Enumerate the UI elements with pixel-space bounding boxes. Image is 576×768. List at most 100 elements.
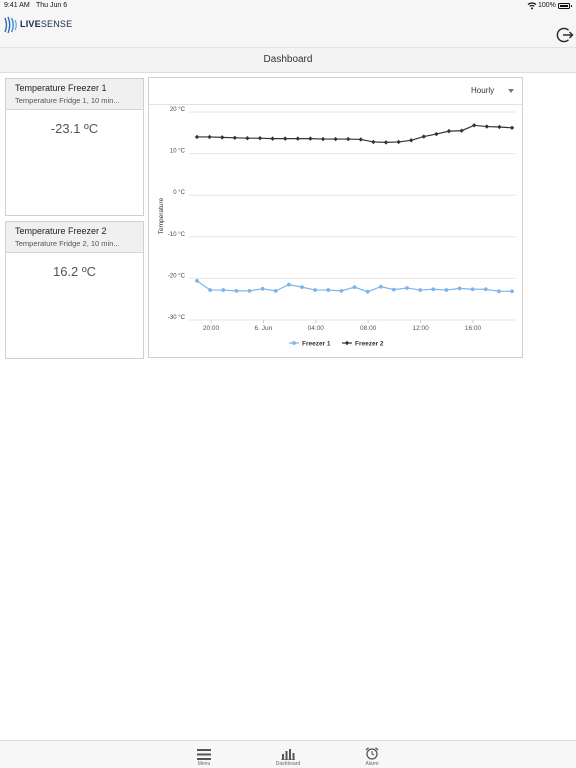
data-point (195, 278, 199, 283)
data-point (220, 135, 225, 140)
data-point (444, 288, 449, 292)
data-point (383, 140, 389, 145)
tab-alarm-label: Alarm (365, 761, 379, 767)
data-point (326, 288, 331, 292)
data-point (352, 285, 357, 290)
data-point (234, 288, 239, 293)
data-point (434, 131, 439, 137)
chart-panel-toolbar (149, 78, 522, 105)
data-point (333, 136, 338, 142)
data-point (378, 284, 383, 289)
tab-alarm[interactable]: Alarm (342, 741, 402, 768)
temperature-chart: 20 °C 10 °C 0 °C -10 °C -20 °C -30 °C Temperat… (158, 107, 516, 348)
data-point (270, 136, 275, 141)
x-tick-label: 20:00 (203, 325, 220, 332)
data-point (308, 136, 313, 141)
data-point (396, 139, 401, 145)
y-tick-label: 20 °C (170, 107, 186, 113)
series-line-1 (197, 124, 513, 143)
data-point (391, 287, 396, 292)
data-point (273, 288, 278, 293)
x-tick-label: 12:00 (412, 325, 429, 332)
logout-button[interactable] (556, 26, 574, 44)
y-tick-label: 10 °C (170, 149, 186, 155)
data-point (207, 134, 212, 140)
data-point (497, 124, 502, 130)
data-point (208, 288, 213, 292)
sensor-card-header: Temperature Freezer 2 Temperature Fridge… (6, 222, 143, 253)
legend-marker (292, 341, 296, 345)
data-point (283, 136, 288, 141)
tab-menu[interactable]: Menu (174, 741, 234, 768)
data-point (457, 286, 462, 291)
logo-text: LIVESENSE (20, 19, 72, 29)
status-bar: 9:41 AM Thu Jun 6 100% (0, 0, 576, 12)
battery-icon (558, 3, 572, 9)
data-point (459, 128, 464, 133)
data-point (418, 288, 423, 292)
caret-down-icon[interactable] (508, 89, 514, 93)
tab-dashboard[interactable]: Dashboard (258, 741, 318, 768)
data-point (431, 287, 436, 292)
data-point (421, 134, 426, 139)
data-point (371, 139, 376, 145)
legend-label: Freezer 1 (302, 341, 331, 348)
sensor-card-freezer-1[interactable]: Temperature Freezer 1 Temperature Fridge… (5, 78, 144, 216)
data-point (286, 282, 291, 287)
logout-icon (556, 27, 569, 43)
logo-text-thin: SENSE (40, 19, 73, 29)
data-point (446, 128, 452, 134)
bar-chart-icon (281, 749, 295, 760)
data-point (472, 123, 477, 128)
data-point (484, 124, 489, 129)
sensor-value: 16.2 ºC (52, 264, 97, 279)
data-point (405, 286, 409, 290)
data-point (320, 136, 326, 142)
data-point (358, 137, 363, 142)
data-point (257, 136, 263, 141)
data-point (313, 288, 318, 292)
x-tick-label: 08:00 (360, 325, 377, 332)
bottom-tab-bar: Menu Dashboard Alarm (0, 740, 576, 768)
page-title: Dashboard (0, 48, 576, 73)
y-tick-label: -30 °C (168, 315, 186, 321)
logo-waves-icon (4, 16, 17, 34)
x-tick-label: 16:00 (465, 325, 482, 332)
data-point (194, 134, 200, 140)
y-tick-label: -20 °C (168, 273, 186, 279)
data-point (339, 288, 344, 293)
data-point (510, 289, 514, 294)
sensor-title: Temperature Freezer 1 (15, 83, 107, 93)
sensor-card-freezer-2[interactable]: Temperature Freezer 2 Temperature Fridge… (5, 221, 144, 359)
range-select[interactable]: Hourly (471, 86, 495, 95)
sensor-title: Temperature Freezer 2 (15, 226, 107, 236)
wifi-icon (527, 2, 537, 10)
data-point (260, 286, 265, 291)
menu-icon (197, 749, 211, 760)
y-tick-label: 0 °C (173, 190, 185, 196)
data-point (409, 138, 414, 143)
data-point (221, 288, 226, 292)
data-point (346, 136, 351, 142)
sensor-subtitle: Temperature Fridge 2, 10 min... (15, 239, 120, 248)
x-tick-label: 04:00 (308, 325, 325, 332)
data-point (483, 287, 488, 292)
data-point (509, 125, 515, 131)
tab-dashboard-label: Dashboard (275, 761, 301, 767)
data-point (232, 135, 237, 140)
data-point (470, 287, 475, 292)
data-point (245, 136, 250, 141)
logo-text-bold: LIVE (20, 19, 41, 29)
legend-label: Freezer 2 (355, 341, 384, 348)
sensor-card-header: Temperature Freezer 1 Temperature Fridge… (6, 79, 143, 110)
alarm-clock-icon (365, 747, 379, 760)
tab-menu-label: Menu (197, 761, 211, 767)
y-axis-label: Temperature (158, 197, 165, 234)
x-tick-label: 6. Jun (255, 325, 273, 332)
app-header (0, 12, 576, 48)
sensor-value: -23.1 ºC (50, 121, 99, 136)
data-point (300, 285, 304, 290)
status-time: 9:41 AM (4, 2, 30, 9)
legend-marker (344, 340, 350, 346)
data-point (247, 288, 252, 293)
